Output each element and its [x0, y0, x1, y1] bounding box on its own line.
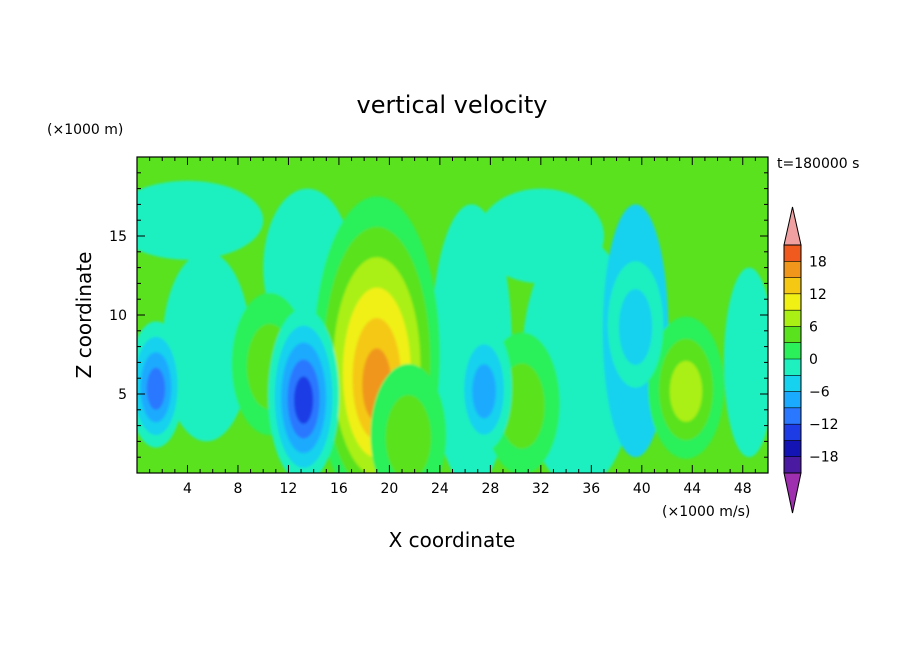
contour-level	[146, 367, 166, 410]
chart-title: vertical velocity	[357, 91, 548, 119]
x-tick-label: 48	[734, 481, 752, 497]
colorbar-tick-label: 0	[809, 352, 818, 368]
colorbar-tick-label: −18	[809, 450, 839, 466]
colorbar-tick-label: 18	[809, 254, 827, 270]
x-tick-label: 24	[431, 481, 449, 497]
colorbar-segment	[784, 310, 801, 327]
colorbar-segment	[784, 424, 801, 441]
colorbar-segment	[784, 456, 801, 473]
contour-band	[477, 188, 604, 284]
colorbar-tick-label: −12	[809, 417, 839, 433]
colorbar-segment	[784, 342, 801, 359]
colorbar-tick-label: 12	[809, 287, 827, 303]
contour-band	[723, 267, 768, 458]
contour-field	[137, 157, 768, 473]
x-tick-label: 8	[233, 481, 242, 497]
x-axis: 4 8 12 16 20 24 28 32 36 40 44 48	[149, 157, 756, 497]
colorbar-segment	[784, 261, 801, 278]
contour-band	[162, 251, 251, 442]
x-tick-label: 12	[280, 481, 298, 497]
time-label: t=180000 s	[777, 156, 859, 172]
colorbar: 18 12 6 0 −6 −12 −18	[783, 206, 839, 514]
colorbar-segment	[784, 391, 801, 408]
y-tick-label: 5	[118, 387, 127, 403]
colorbar-segment	[784, 359, 801, 376]
colorbar-segment	[784, 407, 801, 425]
colorbar-segment	[784, 277, 801, 294]
x-tick-label: 28	[481, 481, 499, 497]
x-tick-label: 44	[683, 481, 701, 497]
x-tick-label: 4	[183, 481, 192, 497]
contour-level	[293, 376, 314, 424]
colorbar-min-triangle	[783, 472, 802, 514]
x-tick-label: 16	[330, 481, 348, 497]
y-axis-label: Z coordinate	[72, 252, 96, 379]
y-unit-label: (×1000 m)	[47, 122, 123, 138]
colorbar-segment	[784, 245, 801, 262]
x-tick-label: 40	[633, 481, 651, 497]
colorbar-tick-label: −6	[809, 385, 830, 401]
y-tick-label: 10	[109, 308, 127, 324]
colorbar-segment	[784, 440, 801, 457]
colorbar-segment	[784, 293, 801, 311]
contour-level	[385, 394, 432, 473]
colorbar-max-triangle	[783, 206, 802, 246]
contour-band	[137, 180, 264, 260]
y-axis: 5 10 15	[109, 172, 768, 458]
colorbar-segment	[784, 375, 801, 392]
colorbar-tick-label: 6	[809, 319, 818, 335]
contour-level	[669, 360, 703, 422]
colorbar-segment	[784, 326, 801, 343]
x-tick-label: 36	[582, 481, 600, 497]
contour-level	[472, 364, 496, 419]
x-tick-label: 20	[380, 481, 398, 497]
x-tick-label: 32	[532, 481, 550, 497]
x-axis-label: X coordinate	[389, 528, 516, 552]
y-tick-label: 15	[109, 229, 127, 245]
x-unit-label: (×1000 m/s)	[662, 504, 750, 520]
contour-level	[618, 289, 653, 365]
